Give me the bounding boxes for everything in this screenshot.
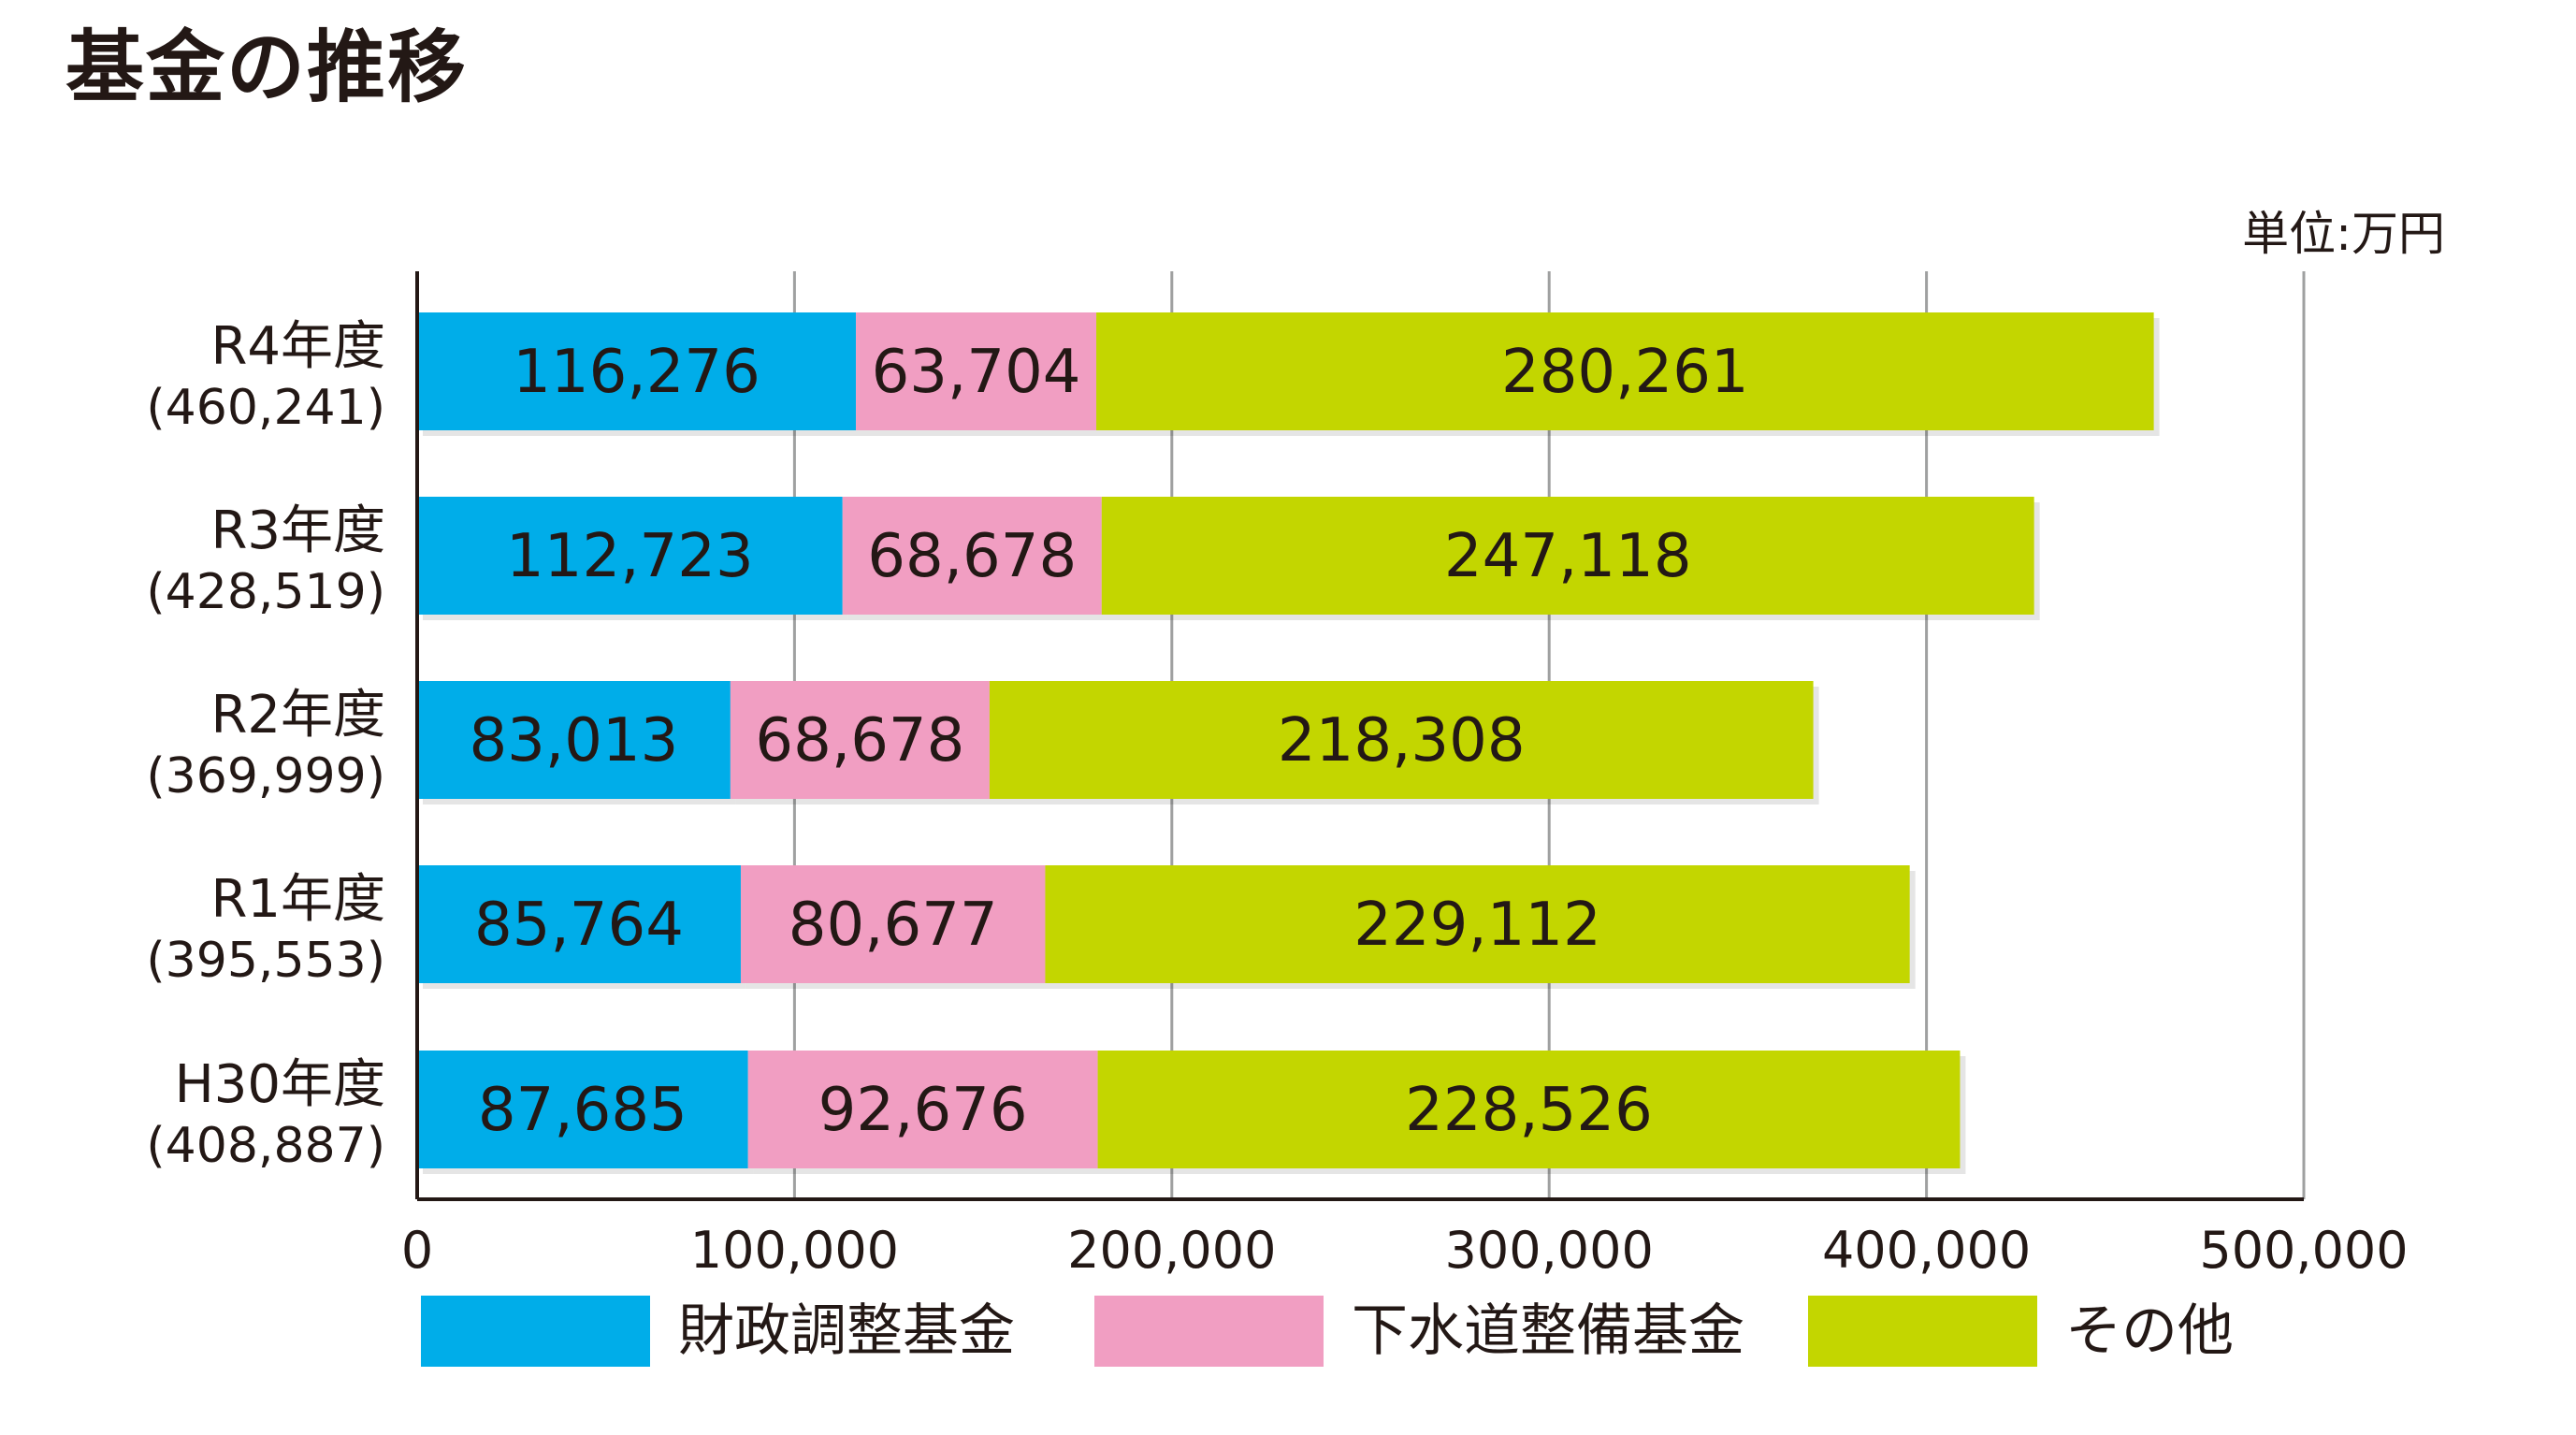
x-tick-label: 300,000 bbox=[1445, 1221, 1654, 1280]
legend-label: その他 bbox=[2065, 1298, 2234, 1364]
bar-segment bbox=[747, 1051, 1098, 1168]
bar-segment bbox=[989, 681, 1814, 799]
category-label: R2年度 bbox=[210, 685, 385, 746]
data-label: 247,118 bbox=[1444, 522, 1692, 591]
data-label: 92,676 bbox=[818, 1076, 1028, 1145]
bar-segment bbox=[417, 681, 731, 799]
legend: 財政調整基金 下水道整備基金 その他 bbox=[421, 1296, 2234, 1367]
x-tick-label: 400,000 bbox=[1822, 1221, 2031, 1280]
category-label: R3年度 bbox=[210, 500, 385, 561]
bar-segment bbox=[842, 497, 1102, 615]
bars: 116,276 63,704 280,261 112,723 68,678 247,118… bbox=[417, 312, 2160, 1174]
data-label: 68,678 bbox=[867, 522, 1077, 591]
data-label: 83,013 bbox=[469, 706, 678, 775]
x-tick-label: 200,000 bbox=[1067, 1221, 1276, 1280]
bar-segment bbox=[1096, 312, 2154, 430]
legend-label: 下水道整備基金 bbox=[1352, 1298, 1744, 1364]
data-label: 87,685 bbox=[478, 1076, 687, 1145]
data-label: 116,276 bbox=[513, 338, 760, 407]
data-label: 63,704 bbox=[872, 338, 1081, 407]
data-label: 218,308 bbox=[1278, 706, 1526, 775]
legend-label: 財政調整基金 bbox=[678, 1298, 1015, 1364]
x-tick-label: 100,000 bbox=[690, 1221, 899, 1280]
bar-segment bbox=[740, 865, 1046, 983]
data-label: 85,764 bbox=[474, 891, 684, 960]
legend-swatch bbox=[1094, 1296, 1324, 1367]
x-tick-label: 0 bbox=[401, 1221, 433, 1280]
category-total: (395,553) bbox=[146, 933, 385, 989]
data-label: 80,677 bbox=[789, 891, 998, 960]
data-label: 280,261 bbox=[1501, 338, 1749, 407]
category-label: R1年度 bbox=[210, 869, 385, 930]
bar-segment bbox=[1101, 497, 2034, 615]
category-total: (408,887) bbox=[146, 1118, 385, 1174]
bar-segment bbox=[417, 1051, 748, 1168]
axes: 0 100,000 200,000 300,000 400,000 500,000 R4年度… bbox=[146, 271, 2409, 1280]
data-label: 229,112 bbox=[1353, 891, 1601, 960]
legend-swatch bbox=[421, 1296, 650, 1367]
category-label: H30年度 bbox=[175, 1054, 385, 1115]
data-label: 228,526 bbox=[1405, 1076, 1653, 1145]
category-total: (428,519) bbox=[146, 564, 385, 620]
bar-segment bbox=[856, 312, 1097, 430]
data-label: 68,678 bbox=[755, 706, 964, 775]
bar-segment bbox=[730, 681, 990, 799]
bar-segment bbox=[1045, 865, 1910, 983]
bar-segment bbox=[417, 497, 843, 615]
data-label: 112,723 bbox=[506, 522, 754, 591]
category-total: (369,999) bbox=[146, 748, 385, 804]
category-total: (460,241) bbox=[146, 380, 385, 436]
chart-title: 基金の推移 bbox=[65, 22, 469, 113]
unit-label: 単位:万円 bbox=[2242, 207, 2445, 261]
bar-segment bbox=[417, 312, 857, 430]
legend-swatch bbox=[1808, 1296, 2037, 1367]
bar-segment bbox=[1097, 1051, 1961, 1168]
category-label: R4年度 bbox=[210, 316, 385, 377]
x-tick-label: 500,000 bbox=[2199, 1221, 2408, 1280]
bar-segment bbox=[417, 865, 741, 983]
